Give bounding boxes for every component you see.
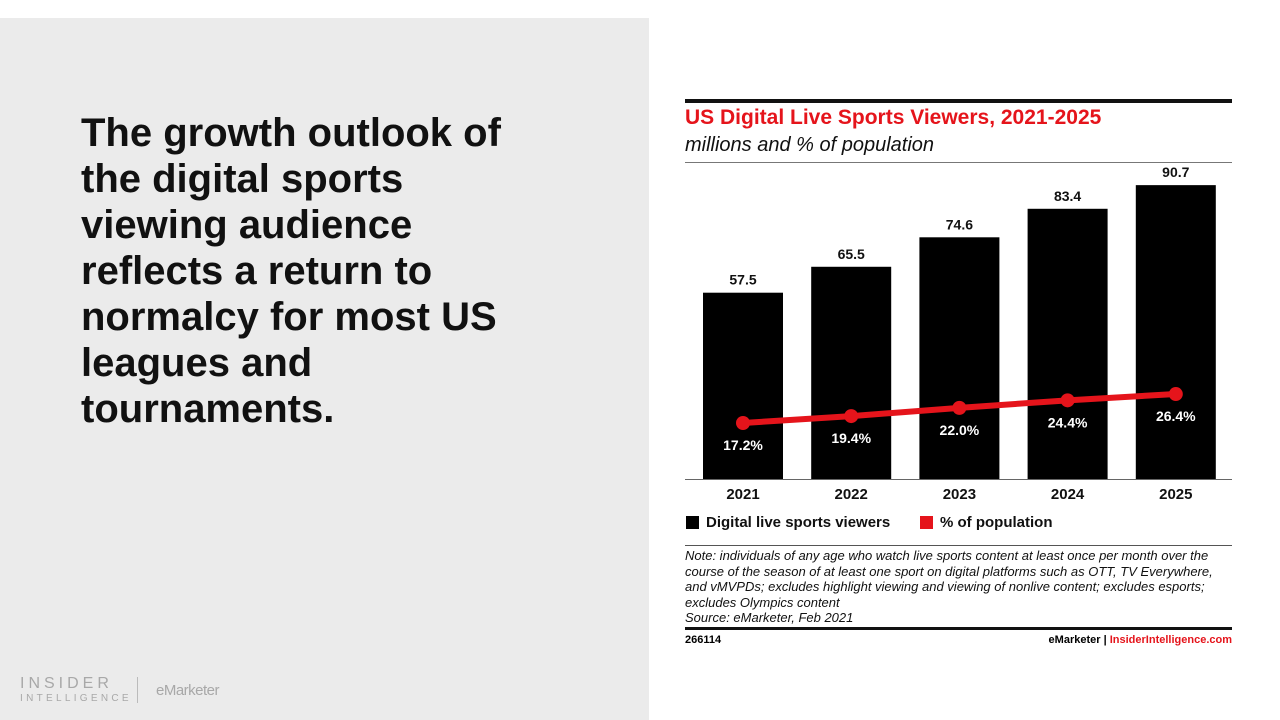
population-value-label: 22.0% (940, 422, 980, 438)
x-tick-label: 2021 (726, 486, 759, 503)
x-tick-label: 2025 (1159, 486, 1192, 503)
left-panel (0, 18, 649, 720)
chart-credit: eMarketer | InsiderIntelligence.com (1048, 634, 1232, 646)
chart-top-rule (685, 99, 1232, 103)
legend-swatch-line (920, 516, 933, 529)
bar-value-label: 65.5 (838, 246, 865, 262)
x-tick-label: 2023 (943, 486, 976, 503)
note-rule (685, 545, 1232, 546)
chart-subtitle: millions and % of population (685, 134, 935, 156)
bar (1027, 208, 1108, 479)
chart-bottom-rule (685, 627, 1232, 630)
bar (1135, 185, 1216, 479)
population-point (844, 409, 859, 424)
legend-label: Digital live sports viewers (706, 514, 891, 531)
headline: The growth outlook of the digital sports… (81, 111, 501, 431)
chart-subtitle-rule (685, 162, 1232, 163)
bar-value-label: 83.4 (1054, 188, 1081, 204)
insider-intelligence-logo: INSIDER INTELLIGENCE (20, 675, 132, 705)
bar-value-label: 90.7 (1162, 164, 1189, 180)
x-tick-label: 2022 (835, 486, 868, 503)
population-point (1168, 387, 1183, 402)
population-point (736, 416, 750, 430)
population-value-label: 24.4% (1048, 414, 1088, 430)
population-point (952, 400, 967, 415)
x-tick-label: 2024 (1051, 486, 1085, 503)
logo-divider (137, 677, 138, 703)
bar-value-label: 57.5 (729, 272, 756, 288)
population-value-label: 17.2% (723, 437, 763, 453)
population-point (1060, 393, 1075, 408)
legend-item-viewers: Digital live sports viewers (686, 514, 890, 531)
bar-value-label: 74.6 (946, 216, 973, 232)
bar (703, 292, 783, 479)
population-value-label: 26.4% (1156, 408, 1196, 424)
legend-label: % of population (940, 514, 1053, 531)
population-value-label: 19.4% (831, 430, 871, 446)
chart-id: 266114 (685, 634, 722, 646)
chart-title: US Digital Live Sports Viewers, 2021-202… (685, 106, 1102, 129)
emarketer-logo: eMarketer (156, 682, 220, 699)
legend-item-population: % of population (920, 514, 1052, 531)
chart-note: Note: individuals of any age who watch l… (685, 548, 1235, 626)
bar (919, 237, 1000, 479)
legend-swatch-bar (686, 516, 699, 529)
bar (811, 266, 892, 479)
chart-source: Source: eMarketer, Feb 2021 (685, 610, 854, 625)
